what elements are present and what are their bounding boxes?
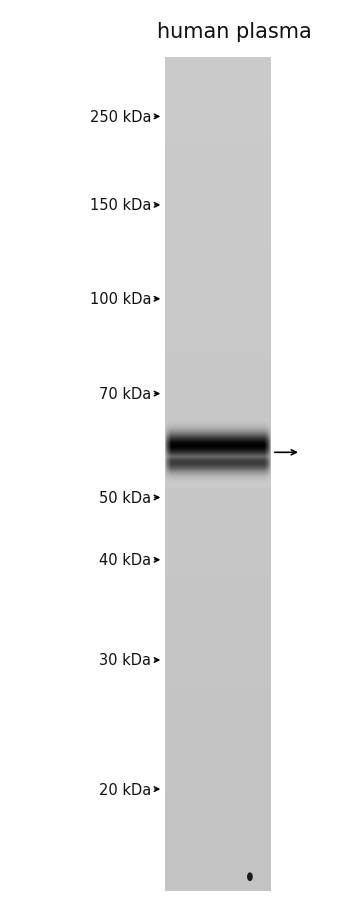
Text: 50 kDa: 50 kDa: [99, 491, 151, 505]
Text: 70 kDa: 70 kDa: [99, 387, 151, 401]
Text: human plasma: human plasma: [157, 22, 312, 41]
Text: 250 kDa: 250 kDa: [90, 110, 151, 124]
Text: 40 kDa: 40 kDa: [99, 553, 151, 567]
Text: WWW.PTGAEC.COM: WWW.PTGAEC.COM: [191, 425, 231, 531]
Text: 30 kDa: 30 kDa: [99, 653, 151, 667]
Text: 100 kDa: 100 kDa: [90, 292, 151, 307]
Ellipse shape: [248, 873, 252, 880]
Text: 20 kDa: 20 kDa: [99, 782, 151, 796]
Text: 150 kDa: 150 kDa: [90, 198, 151, 213]
